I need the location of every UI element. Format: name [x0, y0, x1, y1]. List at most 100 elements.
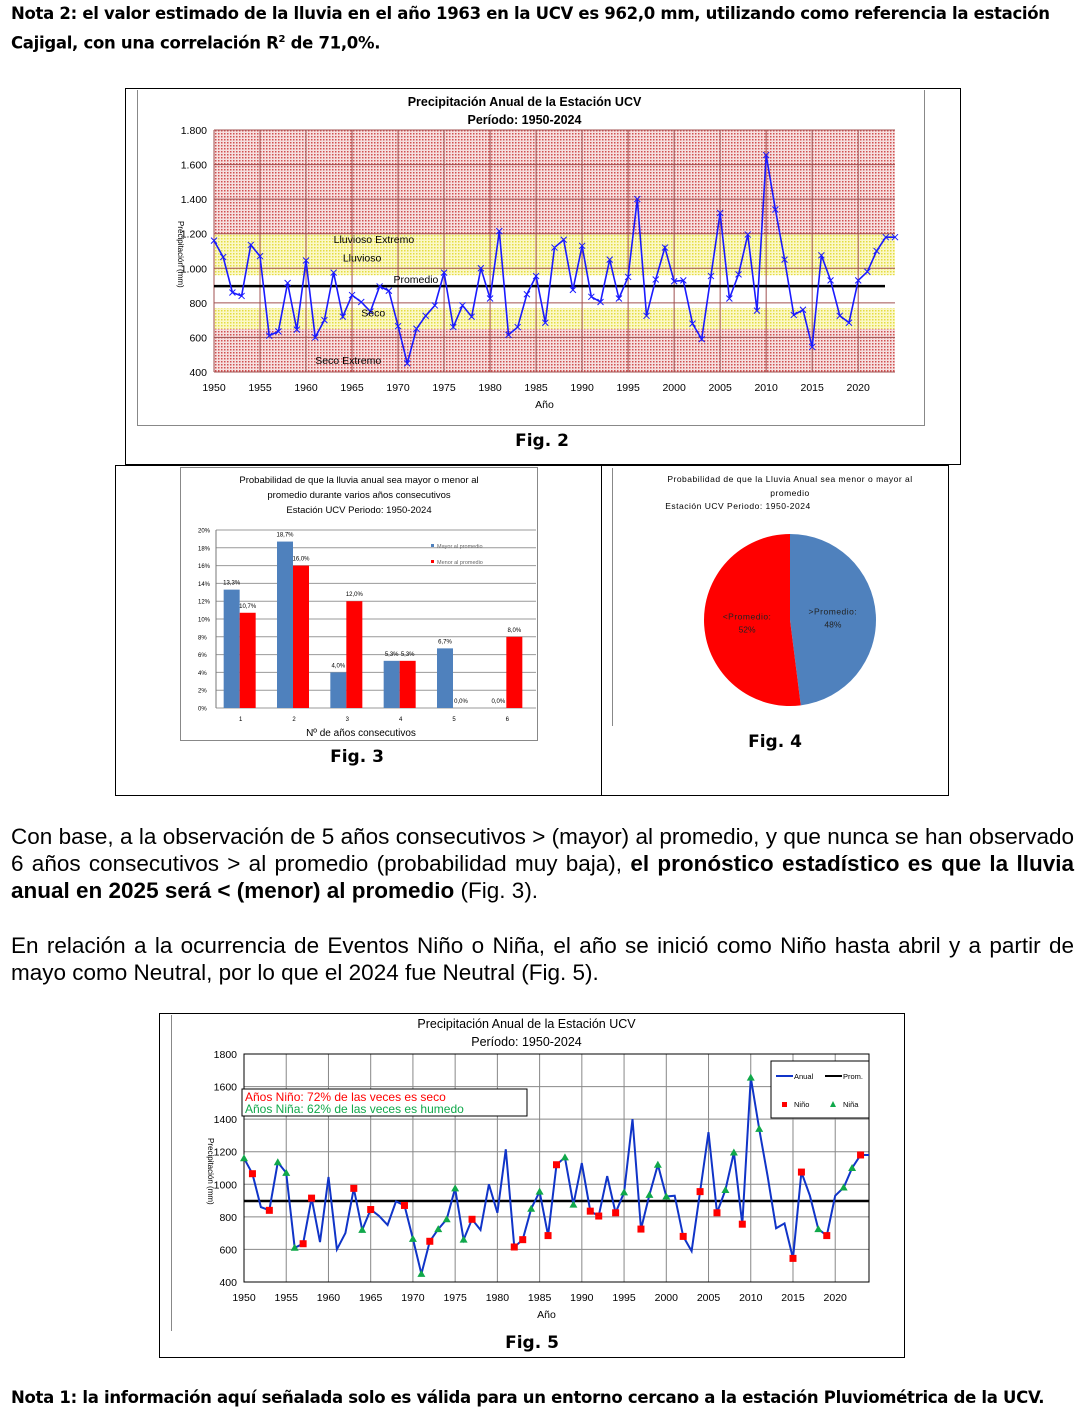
data-point-marker	[578, 242, 586, 250]
data-point-marker	[679, 277, 687, 284]
nina-marker	[451, 1184, 460, 1192]
data-point-marker	[394, 322, 402, 330]
data-point-marker	[265, 332, 273, 340]
nino-marker	[544, 1232, 552, 1240]
data-point-marker	[808, 343, 816, 351]
data-point-marker	[551, 244, 558, 251]
chart-subtitle: Período: 1950-2024	[471, 1035, 582, 1049]
data-point-marker	[707, 272, 715, 280]
bar-menor	[239, 612, 256, 708]
data-point-marker	[597, 298, 604, 306]
y-tick-label: 600	[189, 332, 207, 344]
data-point-marker	[495, 227, 503, 235]
legend: Anual Prom. Niño Niña	[770, 1060, 870, 1119]
bar-value-label: 8,0%	[507, 628, 521, 634]
data-point-marker	[514, 323, 522, 331]
band-lluvioso	[214, 233, 895, 276]
nino-marker	[553, 1161, 560, 1169]
data-point-marker	[238, 292, 245, 300]
data-point-marker	[753, 307, 761, 314]
x-tick-label: 2005	[708, 382, 732, 394]
chart-title: Probabilidad de que la lluvia anual sea …	[239, 475, 478, 486]
nina-marker	[240, 1154, 248, 1162]
data-point-marker	[873, 247, 880, 255]
data-point-marker	[403, 360, 411, 367]
data-point-marker	[339, 313, 347, 321]
legend-prom-label: Prom.	[843, 1072, 863, 1081]
chart-title-line-2: promedio	[770, 488, 809, 498]
note-2-text: Nota 2: el valor estimado de la lluvia e…	[11, 4, 1050, 53]
band-seco	[214, 308, 895, 329]
data-point-marker	[302, 257, 310, 264]
figure-4-chart-border	[612, 468, 613, 726]
nina-marker	[755, 1124, 764, 1132]
y-tick-label: 20%	[198, 529, 211, 535]
y-tick-label: 0%	[198, 707, 207, 713]
pie-slice-above	[790, 534, 876, 706]
bar-value-label: 10,7%	[239, 604, 257, 610]
data-point-marker	[422, 312, 430, 320]
data-point-marker	[256, 252, 264, 260]
pie-value-label: 48%	[824, 619, 841, 629]
data-point-marker	[293, 326, 301, 334]
data-point-marker	[357, 298, 365, 306]
x-axis-label: Nº de años consecutivos	[306, 728, 416, 739]
nino-marker	[308, 1194, 316, 1202]
y-tick-label: 1200	[214, 1147, 238, 1159]
legend-nino-swatch	[782, 1102, 787, 1107]
pie-label: <Promedio:	[723, 612, 772, 622]
y-tick-label: 1.200	[181, 229, 207, 241]
pie-slice-below	[704, 534, 801, 706]
x-tick-label: 1990	[570, 382, 594, 394]
nina-marker	[662, 1192, 671, 1200]
band-seco-extremo	[214, 328, 895, 372]
annotation-nino: Años Niño: 72% de las veces es seco	[245, 1090, 446, 1104]
y-tick-label: 1600	[214, 1082, 238, 1094]
x-tick-label: 2010	[739, 1292, 763, 1304]
legend-menor-label: Menor al promedio	[437, 560, 483, 566]
nino-marker	[586, 1207, 594, 1215]
note-2-tail: de 71,0%.	[285, 33, 381, 53]
nina-marker	[814, 1225, 823, 1233]
x-tick-label: 1965	[359, 1292, 383, 1304]
x-tick-label: 1985	[524, 382, 548, 394]
x-tick-label: 1995	[612, 1292, 636, 1304]
bar-value-label: 0,0%	[491, 699, 505, 705]
x-tick-label: 1980	[478, 382, 502, 394]
x-tick-label: 1950	[202, 382, 226, 394]
data-point-marker	[854, 277, 862, 284]
nino-marker	[637, 1225, 645, 1233]
nina-marker	[442, 1215, 451, 1223]
x-tick-label: 6	[506, 717, 510, 723]
forecast-paragraph: Con base, a la observación de 5 años con…	[11, 823, 1074, 904]
x-tick-label: 1970	[386, 382, 410, 394]
data-point-marker	[633, 195, 641, 203]
x-tick-label: 1955	[248, 382, 272, 394]
data-point-marker	[891, 233, 899, 241]
nina-marker	[417, 1269, 426, 1277]
nino-marker	[857, 1151, 865, 1159]
bar-menor	[293, 565, 309, 708]
data-point-marker	[330, 269, 337, 276]
bar-menor	[346, 601, 363, 708]
data-point-marker	[652, 276, 660, 283]
legend-box	[770, 1060, 870, 1119]
x-tick-label: 1975	[443, 1292, 467, 1304]
data-point-marker	[321, 316, 328, 324]
y-tick-label: 1.800	[181, 125, 207, 137]
bar-value-label: 4,0%	[331, 663, 345, 669]
nino-marker	[696, 1188, 704, 1196]
data-point-marker	[477, 264, 485, 272]
nino-marker	[350, 1184, 358, 1192]
nino-marker	[679, 1232, 687, 1240]
data-point-marker	[827, 277, 834, 284]
chart-title: Precipitación Anual de la Estación UCV	[417, 1017, 636, 1031]
y-tick-label: 12%	[198, 600, 211, 606]
figure-5-chart: Precipitación Anual de la Estación UCV Pe…	[206, 1017, 870, 1321]
band-label: Seco	[361, 308, 385, 320]
band-label: Lluvioso Extremo	[334, 234, 415, 246]
bar-mayor	[383, 660, 400, 708]
data-point-marker	[624, 273, 632, 281]
nino-marker	[797, 1168, 805, 1176]
nina-marker	[620, 1188, 629, 1196]
